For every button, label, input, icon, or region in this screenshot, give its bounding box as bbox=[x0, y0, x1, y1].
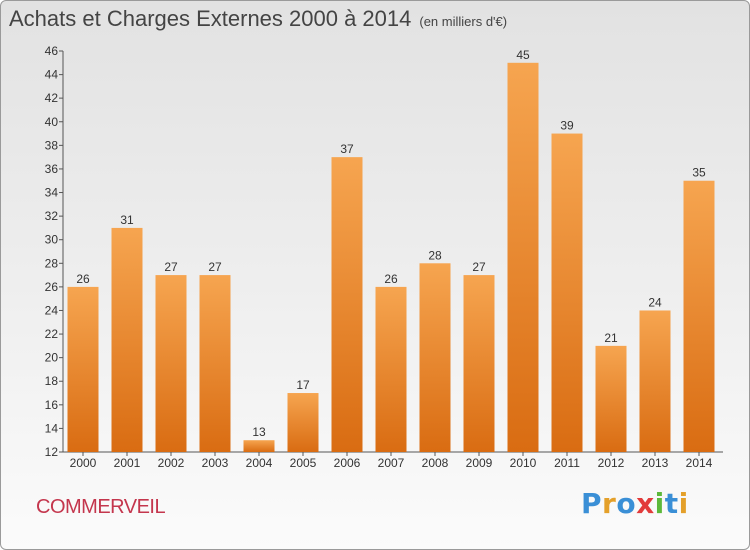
y-tick-label: 20 bbox=[45, 351, 59, 365]
bar-2002 bbox=[155, 275, 187, 452]
chart-bars bbox=[67, 62, 715, 452]
x-tick-label: 2008 bbox=[422, 456, 449, 470]
bar-2008 bbox=[419, 263, 451, 452]
bar-2010 bbox=[507, 62, 539, 452]
logo-letter: P bbox=[581, 487, 603, 520]
data-label-2010: 45 bbox=[516, 48, 530, 62]
x-tick-label: 2010 bbox=[510, 456, 537, 470]
bar-2014 bbox=[683, 180, 715, 452]
data-label-2005: 17 bbox=[296, 378, 310, 392]
x-tick-label: 2013 bbox=[642, 456, 669, 470]
y-tick-label: 24 bbox=[45, 303, 59, 317]
y-tick-label: 12 bbox=[45, 445, 59, 459]
logo-letter: x bbox=[636, 487, 655, 520]
x-tick-label: 2002 bbox=[158, 456, 185, 470]
x-tick-label: 2014 bbox=[686, 456, 713, 470]
x-tick-label: 2009 bbox=[466, 456, 493, 470]
data-label-2011: 39 bbox=[560, 119, 574, 133]
bar-2004 bbox=[243, 440, 275, 452]
data-label-2013: 24 bbox=[648, 295, 662, 309]
y-tick-label: 34 bbox=[45, 186, 59, 200]
y-tick-label: 14 bbox=[45, 421, 59, 435]
chart-subtitle: (en milliers d'€) bbox=[419, 14, 508, 29]
y-tick-label: 38 bbox=[45, 138, 59, 152]
data-label-2006: 37 bbox=[340, 142, 354, 156]
data-label-2009: 27 bbox=[472, 260, 486, 274]
data-label-2014: 35 bbox=[692, 166, 706, 180]
data-label-2007: 26 bbox=[384, 272, 398, 286]
logo-letter: i bbox=[654, 487, 665, 520]
bar-2013 bbox=[639, 310, 671, 452]
logo-letter: t bbox=[664, 487, 679, 520]
chart-value-labels: 26 31 27 27 13 17 37 26 28 27 45 39 21 24 35 bbox=[76, 48, 706, 439]
x-tick-label: 2011 bbox=[554, 456, 580, 470]
bar-2007 bbox=[375, 286, 407, 452]
chart-title-text: Achats et Charges Externes 2000 à 2014 bbox=[9, 6, 412, 31]
bar-2012 bbox=[595, 345, 627, 452]
y-tick-label: 30 bbox=[45, 233, 59, 247]
y-tick-label: 36 bbox=[45, 162, 59, 176]
x-tick-label: 2012 bbox=[598, 456, 625, 470]
y-tick-label: 26 bbox=[45, 280, 59, 294]
x-tick-label: 2005 bbox=[290, 456, 317, 470]
y-tick-label: 28 bbox=[45, 256, 59, 270]
bar-2005 bbox=[287, 393, 319, 452]
commune-name: COMMERVEIL bbox=[36, 496, 166, 518]
bar-2009 bbox=[463, 275, 495, 452]
x-tick-label: 2006 bbox=[334, 456, 361, 470]
x-tick-label: 2007 bbox=[378, 456, 405, 470]
bar-2006 bbox=[331, 157, 363, 452]
x-tick-label: 2001 bbox=[114, 456, 141, 470]
data-label-2003: 27 bbox=[208, 260, 222, 274]
chart-title: Achats et Charges Externes 2000 à 2014 (e… bbox=[9, 6, 507, 32]
y-tick-label: 40 bbox=[45, 115, 59, 129]
chart-axes: 12 14 16 18 20 22 24 26 28 30 32 34 36 38 40 42 44 46 2000… bbox=[45, 44, 723, 470]
logo-letter: r bbox=[602, 487, 617, 520]
y-tick-label: 46 bbox=[45, 44, 59, 58]
logo-letter: o bbox=[616, 487, 637, 520]
y-tick-label: 42 bbox=[45, 91, 59, 105]
bar-2000 bbox=[67, 286, 99, 452]
data-label-2012: 21 bbox=[604, 331, 618, 345]
x-tick-label: 2003 bbox=[202, 456, 229, 470]
data-label-2002: 27 bbox=[164, 260, 178, 274]
bar-2011 bbox=[551, 133, 583, 452]
data-label-2004: 13 bbox=[252, 425, 266, 439]
data-label-2000: 26 bbox=[76, 272, 90, 286]
logo-letter: i bbox=[678, 487, 689, 520]
y-tick-label: 22 bbox=[45, 327, 59, 341]
y-tick-label: 32 bbox=[45, 209, 59, 223]
y-tick-label: 44 bbox=[45, 68, 59, 82]
data-label-2008: 28 bbox=[428, 248, 442, 262]
x-tick-label: 2004 bbox=[246, 456, 273, 470]
y-tick-label: 16 bbox=[45, 398, 59, 412]
proxiti-logo: Proxiti bbox=[581, 487, 689, 520]
y-tick-label: 18 bbox=[45, 374, 59, 388]
bar-2003 bbox=[199, 275, 231, 452]
x-tick-label: 2000 bbox=[70, 456, 97, 470]
data-label-2001: 31 bbox=[120, 213, 134, 227]
bar-2001 bbox=[111, 227, 143, 452]
